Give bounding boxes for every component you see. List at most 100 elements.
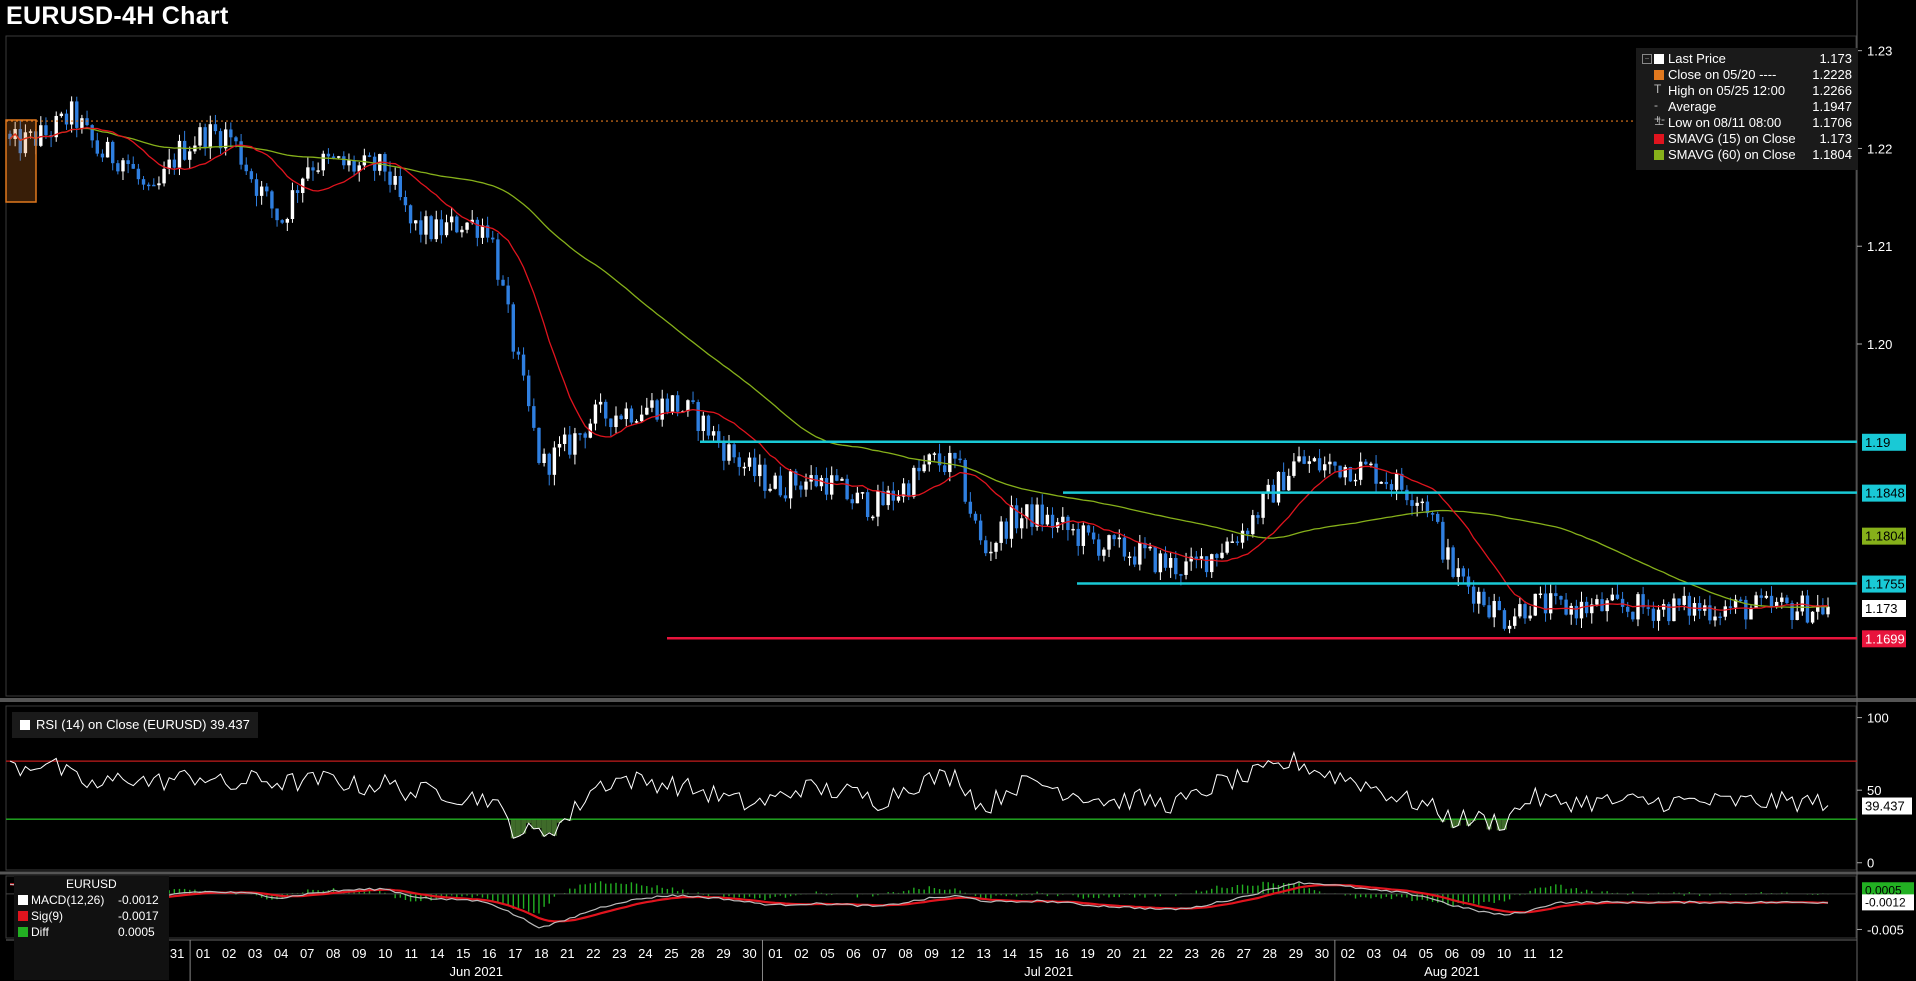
candle-body	[491, 237, 495, 240]
candle-body	[717, 431, 721, 443]
candle-body	[1446, 547, 1450, 560]
candle-body	[449, 216, 454, 223]
candle-body	[59, 113, 64, 116]
candle-body	[1076, 528, 1080, 546]
y-tick-label: 1.20	[1867, 337, 1892, 352]
x-day-label: 21	[560, 946, 574, 961]
legend-value: 1.1706	[1812, 115, 1852, 130]
candle-body	[860, 492, 865, 494]
candle-body	[696, 402, 700, 431]
candle-body	[1220, 552, 1224, 558]
candle-body	[444, 222, 449, 236]
collapse-icon[interactable]: −	[1642, 54, 1652, 64]
legend-row: ⊥ Low on 08/11 08:00 1.1706	[1636, 114, 1858, 131]
x-day-label: 09	[352, 946, 366, 961]
candle-body	[537, 427, 541, 463]
candle-body	[1240, 530, 1245, 543]
candle-body	[1456, 568, 1460, 577]
candle-body	[1523, 604, 1527, 619]
candle-body	[1138, 542, 1142, 565]
rsi-legend-value: 39.437	[210, 717, 250, 732]
candle-body	[1538, 593, 1543, 596]
candle-body	[44, 125, 48, 136]
x-day-label: 29	[716, 946, 730, 961]
candle-body	[203, 127, 207, 149]
candle-body	[1738, 599, 1743, 602]
x-day-label: 23	[1185, 946, 1199, 961]
level-tag-1.1755	[1862, 575, 1906, 593]
candle-body	[942, 465, 947, 473]
candle-body	[686, 400, 690, 412]
chart-title: EURUSD-4H Chart	[6, 2, 229, 30]
candle-body	[146, 184, 151, 187]
x-day-label: 05	[1419, 946, 1433, 961]
macd-legend-title: EURUSD	[66, 877, 117, 891]
candle-body	[1646, 607, 1650, 609]
x-day-label: 15	[1028, 946, 1042, 961]
candle-body	[804, 481, 808, 490]
candle-body	[1168, 558, 1173, 568]
candle-body	[1790, 603, 1794, 620]
candle-body	[1307, 461, 1312, 464]
candle-body	[1513, 616, 1517, 626]
candle-body	[1780, 597, 1784, 602]
candle-body	[69, 101, 74, 125]
candle-body	[1497, 601, 1502, 611]
candle-body	[1631, 611, 1635, 620]
candle-body	[1785, 597, 1789, 604]
candle-body	[342, 156, 346, 166]
candle-body	[501, 279, 505, 286]
x-day-label: 02	[794, 946, 808, 961]
macd-legend-swatch	[18, 911, 28, 921]
candle-body	[783, 495, 788, 499]
sma60-line	[9, 127, 1828, 609]
candle-body	[506, 285, 510, 305]
x-day-label: 30	[1315, 946, 1329, 961]
candle-body	[1569, 605, 1573, 615]
x-day-label: 16	[482, 946, 496, 961]
x-day-label: 04	[274, 946, 288, 961]
candle-body	[1174, 558, 1178, 575]
candle-body	[968, 501, 973, 514]
candle-body	[1677, 598, 1681, 605]
x-day-label: 09	[1471, 946, 1485, 961]
candle-body	[388, 171, 392, 185]
rsi-swatch	[20, 720, 30, 730]
candle-body	[1297, 456, 1301, 462]
candle-body	[1025, 504, 1029, 519]
candle-body	[1718, 616, 1722, 619]
candle-body	[352, 160, 356, 172]
level-tag-label-1.19: 1.19	[1865, 435, 1890, 450]
macd-legend-label: Sig(9)	[31, 909, 64, 923]
x-day-label: 03	[1367, 946, 1381, 961]
price-pane	[5, 35, 1857, 697]
candle-body	[629, 408, 634, 423]
legend-label: Close on 05/20 ----	[1668, 67, 1777, 82]
candle-body	[819, 477, 824, 487]
candle-body	[835, 475, 839, 481]
x-day-label: 23	[612, 946, 626, 961]
x-day-label: 12	[1549, 946, 1563, 961]
candle-body	[1292, 461, 1296, 476]
candle-body	[1328, 461, 1332, 465]
candle-body	[1482, 591, 1486, 606]
candle-body	[393, 175, 397, 185]
x-day-label: 09	[924, 946, 938, 961]
candle-body	[1117, 537, 1121, 540]
legend-glyph: -+-	[1654, 98, 1666, 126]
candle-body	[439, 219, 444, 236]
legend-value: 1.1947	[1812, 99, 1852, 114]
x-day-label: 30	[742, 946, 756, 961]
legend-swatch	[1654, 134, 1664, 144]
legend-row: SMAVG (60) on Close 1.1804	[1636, 147, 1858, 163]
candle-body	[362, 155, 367, 166]
candle-body	[326, 153, 331, 157]
x-day-label: 06	[1445, 946, 1459, 961]
candle-body	[1410, 500, 1414, 506]
candle-body	[105, 141, 110, 158]
level-tag-1.1848	[1862, 484, 1906, 502]
candle-body	[1389, 484, 1394, 490]
candle-body	[573, 433, 577, 455]
candle-body	[234, 137, 238, 142]
candle-body	[568, 434, 572, 455]
